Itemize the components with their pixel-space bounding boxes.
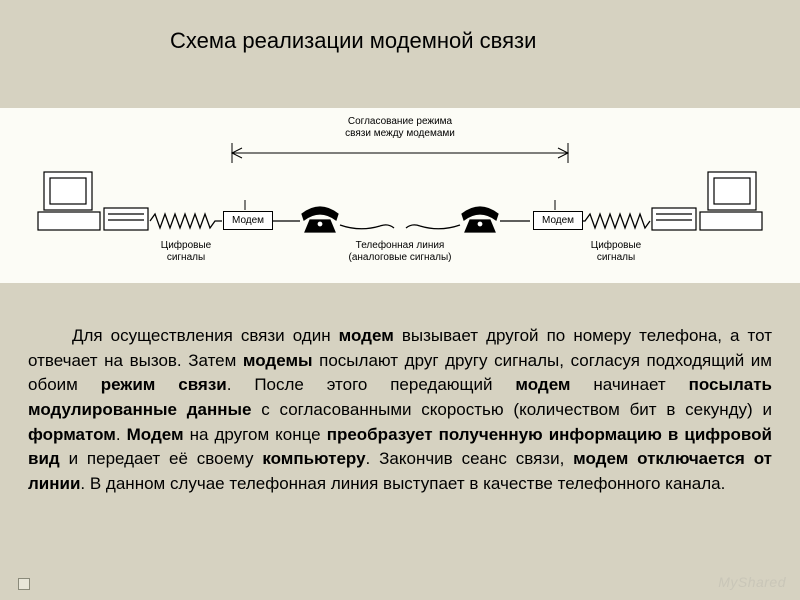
- modem-diagram: Согласование режима связи между модемами…: [0, 108, 800, 283]
- telephone-left-icon: [302, 207, 338, 232]
- digital-right-label: Цифровые сигналы: [578, 240, 654, 264]
- digital-signal-left: [150, 214, 222, 228]
- computer-right-icon: [652, 172, 762, 230]
- telephone-right-icon: [462, 207, 498, 232]
- slide-bullet-square: [18, 578, 30, 590]
- telephone-line-label: Телефонная линия (аналоговые сигналы): [330, 240, 470, 264]
- digital-left-label: Цифровые сигналы: [148, 240, 224, 264]
- digital-signal-right: [578, 214, 650, 228]
- page-title: Схема реализации модемной связи: [170, 28, 536, 54]
- modem-left-box: Модем: [223, 211, 273, 230]
- telephone-line: [340, 225, 380, 229]
- description-paragraph: Для осуществления связи один модем вызыв…: [28, 324, 772, 496]
- watermark-text: MyShared: [718, 574, 786, 590]
- modem-right-box: Модем: [533, 211, 583, 230]
- negotiation-label: Согласование режима связи между модемами: [300, 116, 500, 140]
- computer-left-icon: [38, 172, 148, 230]
